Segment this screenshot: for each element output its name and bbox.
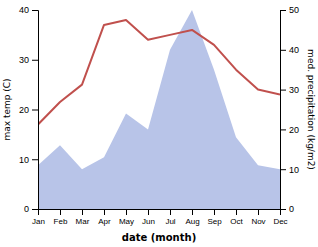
y2-tick-label: 20 (289, 125, 299, 135)
y-tick: 40 (19, 5, 38, 15)
x-tick: May (119, 209, 134, 226)
y-tick-mark (32, 110, 38, 111)
x-tick-mark (82, 209, 83, 215)
x-tick-label: Jan (32, 217, 45, 226)
x-tick-mark (148, 209, 149, 215)
y2-axis: 0 10 20 30 40 50 (280, 5, 299, 214)
y2-tick: 10 (280, 165, 299, 175)
x-tick-label: Apr (98, 217, 111, 226)
y2-tick-label: 10 (289, 165, 299, 175)
axis-line (32, 11, 39, 210)
y-tick: 0 (24, 204, 38, 214)
x-tick: Jun (142, 209, 155, 226)
y-tick: 10 (19, 155, 38, 165)
y-tick-mark (32, 209, 38, 210)
x-tick-mark (258, 209, 259, 215)
x-tick-label: Nov (251, 217, 265, 226)
y2-tick-mark (280, 169, 286, 170)
y-axis-title: max temp (C) (2, 78, 12, 140)
x-tick-label: Feb (54, 217, 68, 226)
y2-tick-mark (280, 209, 286, 210)
y-tick-label: 40 (19, 5, 29, 15)
y2-tick: 30 (280, 85, 299, 95)
x-tick-label: Oct (230, 217, 243, 226)
plot: JanFebMarAprMayJunJulAugSepOctNovDec0102… (2, 5, 316, 243)
y-tick: 30 (19, 55, 38, 65)
x-tick: Nov (251, 209, 265, 226)
x-axis-title: date (month) (122, 232, 196, 243)
x-tick-label: Sep (207, 217, 222, 226)
y-tick-label: 10 (19, 155, 29, 165)
y-tick-mark (32, 159, 38, 160)
y-tick-mark (32, 60, 38, 61)
x-tick-mark (126, 209, 127, 215)
y2-tick: 20 (280, 125, 299, 135)
y2-tick-label: 40 (289, 45, 299, 55)
precipitation-area (38, 10, 280, 209)
x-tick-label: Mar (76, 217, 90, 226)
y-tick-mark (32, 10, 38, 11)
x-tick-label: Jul (165, 217, 175, 226)
y2-tick-label: 0 (289, 204, 294, 214)
y-tick: 20 (19, 105, 38, 115)
x-tick: Aug (185, 209, 199, 226)
y2-tick-label: 50 (289, 5, 299, 15)
x-tick-label: Jun (142, 217, 155, 226)
x-tick-mark (192, 209, 193, 215)
x-tick: Jan (32, 209, 45, 226)
x-tick: Oct (230, 209, 243, 226)
y-tick-label: 20 (19, 105, 29, 115)
x-tick-mark (214, 209, 215, 215)
marks (38, 10, 280, 209)
x-tick: Sep (207, 209, 222, 226)
y2-tick-mark (280, 129, 286, 130)
x-tick-label: May (119, 217, 134, 226)
x-tick: Apr (98, 209, 111, 226)
x-tick-mark (170, 209, 171, 215)
x-axis: Jan Feb Mar Apr May Jun Jul Aug Sep Oct Nov Dec (32, 209, 288, 226)
x-tick: Dec (273, 209, 287, 226)
x-tick: Feb (54, 209, 68, 226)
y2-axis-title: med. precipitation (kg/m2) (306, 49, 316, 170)
y2-tick: 0 (280, 204, 294, 214)
x-tick-label: Aug (185, 217, 199, 226)
temperature-line (38, 20, 280, 124)
x-tick: Jul (165, 209, 175, 226)
x-tick-label: Dec (273, 217, 287, 226)
y-axis: 0 10 20 30 40 (19, 5, 39, 214)
y2-tick-mark (280, 10, 286, 11)
y2-tick-mark (280, 90, 286, 91)
y2-tick-label: 30 (289, 85, 299, 95)
x-tick: Mar (76, 209, 90, 226)
axis-line (281, 11, 287, 210)
y-tick-label: 30 (19, 55, 29, 65)
y-tick-label: 0 (24, 204, 29, 214)
axis-line (39, 210, 281, 216)
y2-tick: 50 (280, 5, 299, 15)
y2-tick-mark (280, 50, 286, 51)
y2-tick: 40 (280, 45, 299, 55)
chart: JanFebMarAprMayJunJulAugSepOctNovDec0102… (0, 0, 318, 247)
x-tick-mark (60, 209, 61, 215)
x-tick-mark (236, 209, 237, 215)
x-tick-mark (104, 209, 105, 215)
